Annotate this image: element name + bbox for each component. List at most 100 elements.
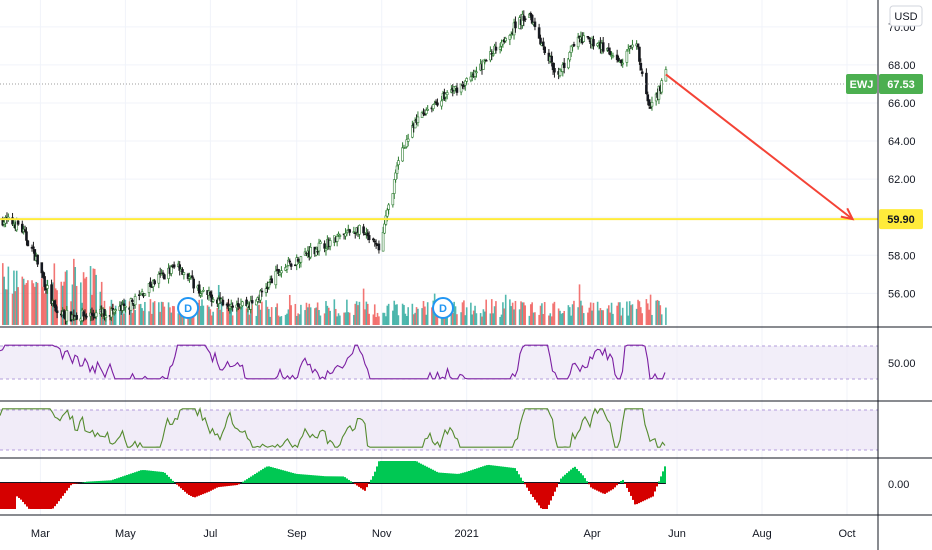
volume-bar: [464, 315, 467, 325]
histogram-bar: [578, 471, 580, 483]
volume-bar: [74, 267, 77, 325]
histogram-bar: [276, 468, 278, 483]
histogram-bar: [632, 483, 634, 500]
support-price-tag: [879, 209, 923, 230]
volume-bar: [14, 291, 17, 325]
histogram-bar: [550, 483, 552, 501]
histogram-bar: [568, 471, 570, 483]
histogram-bar: [444, 472, 446, 483]
histogram-bar: [526, 483, 528, 488]
histogram-bar: [366, 483, 368, 488]
volume-bar: [534, 312, 536, 325]
histogram-bar: [540, 483, 542, 509]
volume-bar: [269, 316, 272, 325]
candle-body: [582, 35, 586, 42]
volume-bar: [481, 316, 483, 325]
volume-bar: [422, 301, 425, 325]
candle-body: [93, 316, 97, 319]
candle-body: [514, 21, 517, 29]
histogram-bar: [82, 482, 84, 483]
volume-bar: [461, 302, 464, 325]
candle-body: [170, 266, 173, 274]
currency-box[interactable]: [889, 5, 923, 27]
volume-bar: [259, 309, 262, 325]
volume-bar: [93, 268, 96, 325]
candle-body: [381, 232, 385, 252]
volume-bar: [144, 301, 146, 325]
histogram-bar: [124, 475, 126, 483]
volume-bar: [297, 313, 299, 325]
candle-body: [416, 116, 420, 123]
histogram-bar: [588, 483, 590, 485]
histogram-bar: [152, 470, 154, 483]
volume-bar: [630, 305, 632, 325]
candle-body: [309, 247, 312, 258]
volume-bar: [641, 313, 644, 325]
histogram-bar: [394, 461, 396, 483]
volume-bar: [290, 305, 292, 325]
histogram-bar: [472, 469, 474, 483]
volume-bar: [142, 310, 145, 325]
candle-body: [611, 55, 615, 58]
histogram-bar: [662, 471, 664, 483]
volume-bar: [236, 305, 238, 325]
volume-bar: [337, 313, 340, 325]
histogram-bar: [216, 483, 218, 488]
time-tick-label: Mar: [31, 528, 50, 540]
volume-bar: [401, 303, 404, 325]
histogram-bar: [484, 465, 486, 483]
arrow-shaft: [665, 73, 854, 220]
histogram-bar: [6, 483, 8, 509]
volume-bar: [6, 289, 8, 325]
volume-bar: [393, 300, 396, 325]
volume-bar: [397, 315, 400, 325]
histogram-bar: [128, 474, 130, 483]
histogram-bar: [572, 467, 574, 483]
indicator-1-band: [0, 346, 878, 379]
time-axis[interactable]: Mar May Jul Sep Nov 2021 Apr Jun Aug Oct: [31, 528, 856, 540]
histogram-bar: [178, 483, 180, 487]
candle-body: [129, 298, 133, 311]
histogram-bar: [418, 462, 420, 483]
histogram-bar: [244, 480, 246, 483]
volume-bar: [177, 313, 180, 325]
histogram-bar: [198, 483, 200, 496]
candle-body: [299, 256, 303, 263]
histogram-bar: [312, 475, 314, 483]
histogram-bar: [546, 483, 548, 509]
volume-bar: [539, 305, 542, 325]
volume-bar: [202, 305, 205, 325]
candle-body: [475, 71, 478, 74]
candle-body: [523, 18, 527, 21]
candle-body: [250, 300, 254, 304]
histogram-bar: [638, 483, 640, 504]
indicator-2-path: [0, 406, 666, 449]
histogram-bar: [248, 477, 250, 483]
volume-bar: [247, 309, 249, 325]
volume-bar: [591, 310, 593, 325]
histogram-bar: [88, 481, 90, 483]
histogram-bar: [514, 468, 516, 483]
histogram-bar: [34, 483, 36, 509]
volume-bar: [343, 312, 345, 325]
histogram-bar: [460, 473, 462, 483]
candle-body: [153, 280, 156, 285]
volume-bar: [153, 301, 156, 325]
histogram-bar: [488, 464, 490, 483]
histogram-bar: [214, 483, 216, 489]
indicator-2-band: [0, 410, 878, 450]
volume-bar: [592, 302, 595, 325]
histogram-bar: [448, 473, 450, 483]
price-tick-label: 56.00: [888, 288, 916, 300]
histogram-bar: [380, 461, 382, 483]
candle-body: [567, 58, 570, 69]
volume-bar: [226, 303, 228, 325]
volume-bar: [523, 302, 525, 325]
volume-bar: [489, 313, 492, 325]
volume-bar: [208, 306, 210, 325]
histogram-bar: [378, 461, 380, 483]
volume-bar: [63, 281, 65, 325]
histogram-bar: [64, 483, 66, 494]
volume-bar: [373, 304, 376, 325]
